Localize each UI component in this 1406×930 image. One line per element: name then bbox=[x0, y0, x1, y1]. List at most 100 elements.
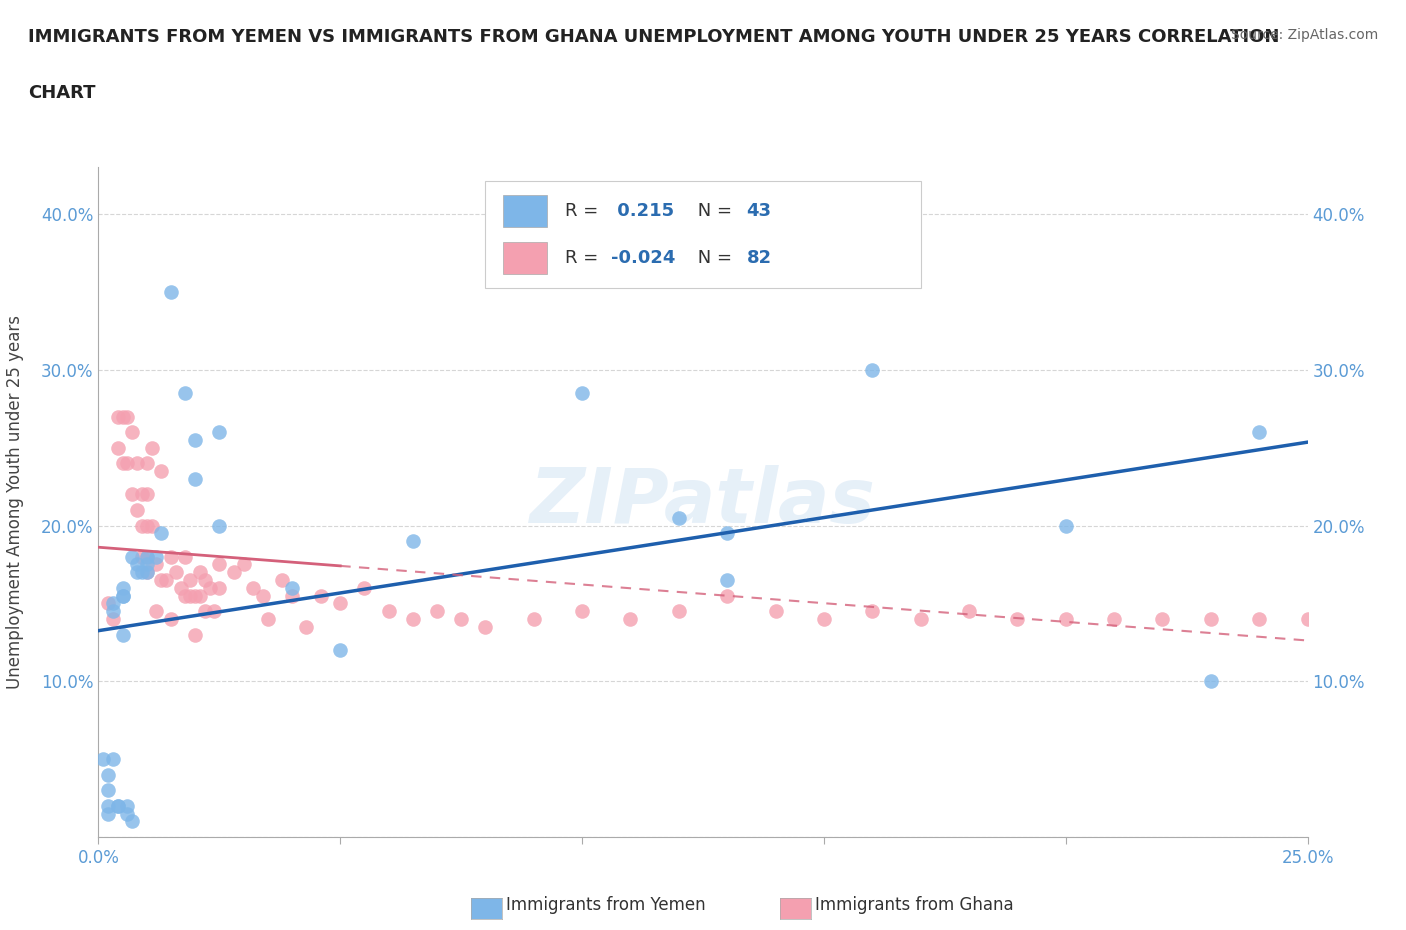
Point bbox=[222, 565, 245, 579]
Point bbox=[127, 502, 149, 517]
Point bbox=[1054, 612, 1077, 627]
Text: N =: N = bbox=[692, 249, 738, 267]
Point bbox=[256, 612, 278, 627]
Point bbox=[111, 588, 134, 603]
Text: R =: R = bbox=[565, 249, 605, 267]
Point bbox=[1199, 612, 1222, 627]
Point bbox=[107, 440, 129, 455]
Point bbox=[619, 612, 641, 627]
Point bbox=[111, 627, 134, 642]
Point bbox=[145, 557, 167, 572]
Point bbox=[145, 604, 167, 618]
Point bbox=[1102, 612, 1125, 627]
Point bbox=[121, 425, 143, 440]
Point bbox=[402, 612, 425, 627]
Point bbox=[160, 285, 183, 299]
Point bbox=[194, 604, 217, 618]
Point bbox=[353, 580, 375, 595]
Point bbox=[295, 619, 318, 634]
Point bbox=[668, 511, 690, 525]
Point bbox=[232, 557, 254, 572]
Text: Source: ZipAtlas.com: Source: ZipAtlas.com bbox=[1230, 28, 1378, 42]
Point bbox=[957, 604, 980, 618]
Text: 0.215: 0.215 bbox=[612, 202, 675, 219]
Point bbox=[860, 604, 883, 618]
Point bbox=[1249, 425, 1271, 440]
Text: CHART: CHART bbox=[28, 84, 96, 101]
Point bbox=[716, 588, 738, 603]
Point bbox=[121, 550, 143, 565]
Point bbox=[141, 440, 163, 455]
Point bbox=[135, 550, 157, 565]
Point bbox=[131, 518, 153, 533]
Point bbox=[668, 604, 690, 618]
Point bbox=[150, 573, 173, 588]
Point bbox=[188, 565, 211, 579]
Point bbox=[1054, 518, 1077, 533]
Point bbox=[377, 604, 399, 618]
Point bbox=[1199, 674, 1222, 689]
Point bbox=[91, 751, 114, 766]
Point bbox=[198, 580, 221, 595]
Point bbox=[131, 565, 153, 579]
Point bbox=[174, 588, 197, 603]
Point bbox=[165, 565, 187, 579]
Point bbox=[204, 604, 226, 618]
Point bbox=[1344, 612, 1367, 627]
Point bbox=[271, 573, 294, 588]
Point bbox=[127, 557, 149, 572]
Point bbox=[135, 565, 157, 579]
Point bbox=[329, 596, 352, 611]
Point bbox=[174, 386, 197, 401]
Point bbox=[150, 464, 173, 479]
Point bbox=[813, 612, 835, 627]
Point bbox=[107, 799, 129, 814]
Text: -0.024: -0.024 bbox=[612, 249, 675, 267]
Point bbox=[402, 534, 425, 549]
Point bbox=[127, 456, 149, 471]
Point bbox=[571, 604, 593, 618]
Text: N =: N = bbox=[692, 202, 738, 219]
Point bbox=[135, 565, 157, 579]
Point bbox=[860, 363, 883, 378]
Point bbox=[208, 425, 231, 440]
FancyBboxPatch shape bbox=[503, 194, 547, 227]
Point bbox=[184, 627, 207, 642]
Point bbox=[194, 573, 217, 588]
Point bbox=[111, 409, 134, 424]
Point bbox=[127, 565, 149, 579]
Point bbox=[101, 751, 124, 766]
Point bbox=[765, 604, 787, 618]
Point bbox=[188, 588, 211, 603]
Point bbox=[184, 432, 207, 447]
Y-axis label: Unemployment Among Youth under 25 years: Unemployment Among Youth under 25 years bbox=[7, 315, 24, 689]
Point bbox=[426, 604, 449, 618]
Point bbox=[1152, 612, 1174, 627]
Point bbox=[117, 409, 139, 424]
Point bbox=[131, 487, 153, 502]
Point bbox=[150, 525, 173, 540]
Text: IMMIGRANTS FROM YEMEN VS IMMIGRANTS FROM GHANA UNEMPLOYMENT AMONG YOUTH UNDER 25: IMMIGRANTS FROM YEMEN VS IMMIGRANTS FROM… bbox=[28, 28, 1279, 46]
FancyBboxPatch shape bbox=[485, 180, 921, 288]
Point bbox=[107, 799, 129, 814]
Point bbox=[252, 588, 274, 603]
Point bbox=[111, 456, 134, 471]
Point bbox=[184, 588, 207, 603]
Point bbox=[184, 472, 207, 486]
Point bbox=[474, 619, 496, 634]
Point bbox=[208, 580, 231, 595]
Point bbox=[523, 612, 546, 627]
Point bbox=[179, 588, 201, 603]
Point bbox=[716, 573, 738, 588]
FancyBboxPatch shape bbox=[503, 242, 547, 274]
Point bbox=[135, 518, 157, 533]
Text: ZIPatlas: ZIPatlas bbox=[530, 465, 876, 539]
Point bbox=[910, 612, 932, 627]
Point bbox=[121, 814, 143, 829]
Point bbox=[135, 550, 157, 565]
Point bbox=[111, 580, 134, 595]
Point bbox=[131, 550, 153, 565]
Point bbox=[208, 518, 231, 533]
Text: Immigrants from Yemen: Immigrants from Yemen bbox=[506, 896, 706, 914]
Point bbox=[169, 580, 191, 595]
